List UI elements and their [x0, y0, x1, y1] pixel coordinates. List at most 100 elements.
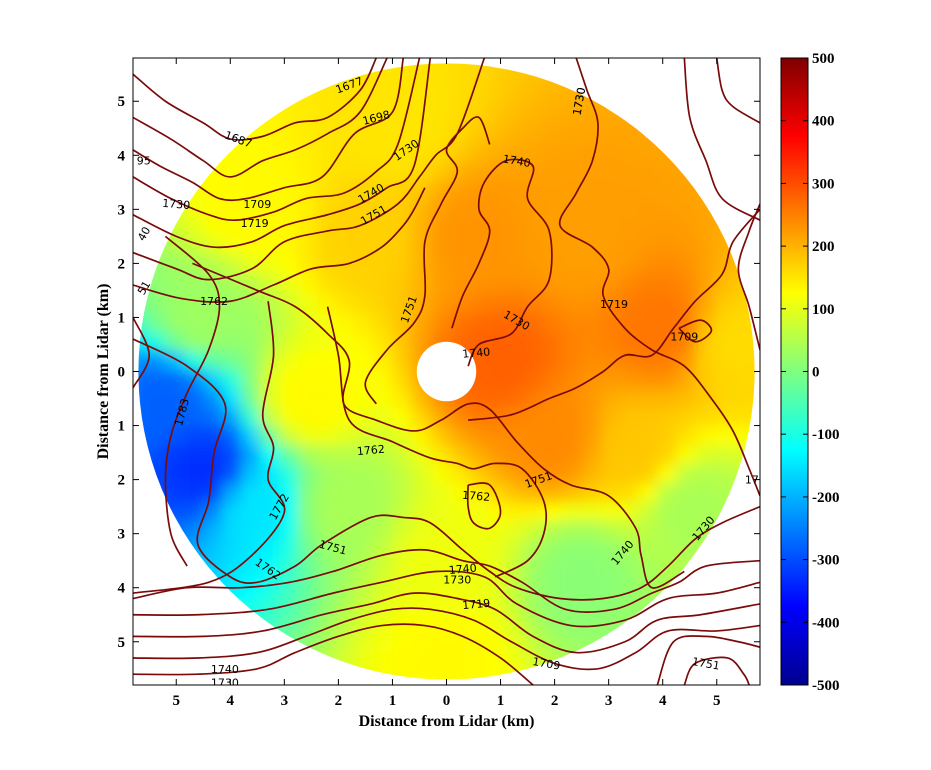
contour-line [468, 208, 760, 421]
field-cell [184, 387, 205, 408]
field-cell [600, 539, 621, 559]
field-cell [600, 557, 621, 578]
field-cell [468, 274, 489, 295]
field-cell [411, 330, 432, 351]
field-cell [411, 633, 432, 654]
field-cell [487, 539, 507, 559]
field-cell [695, 482, 716, 503]
field-cell [732, 330, 753, 351]
field-cell [562, 349, 583, 370]
field-cell [335, 217, 356, 238]
field-cell [297, 520, 318, 541]
contour-label: 1740 [448, 562, 477, 577]
contour-label: 1709 [670, 330, 698, 343]
field-cell [316, 179, 337, 200]
field-cell [184, 539, 205, 559]
field-cell [600, 293, 621, 314]
field-cell [430, 425, 451, 446]
contour-line [133, 58, 421, 222]
field-cell [600, 236, 621, 257]
field-cell [714, 539, 734, 559]
contour-line [133, 58, 378, 141]
field-cell [562, 520, 583, 541]
colorbar-tick-label: 400 [812, 114, 835, 130]
field-cell [222, 179, 243, 200]
field-cell [222, 368, 243, 389]
field-cell [392, 633, 413, 654]
field-cell [751, 368, 755, 389]
field-cell [278, 387, 299, 408]
field-cell [392, 349, 413, 370]
field-cell [411, 425, 432, 446]
field-cell [278, 444, 299, 465]
field-cell [468, 576, 489, 597]
field-cell [203, 463, 224, 484]
field-cell [600, 122, 621, 143]
field-cell [411, 671, 432, 680]
field-cell [165, 217, 186, 238]
contour-line [133, 317, 151, 389]
field-cell [505, 274, 526, 295]
field-cell [241, 349, 262, 370]
field-cell [581, 595, 602, 616]
field-cell [411, 463, 432, 484]
field-cell [297, 576, 318, 597]
field-cell [543, 85, 564, 105]
field-cell [260, 576, 280, 597]
field-cell [165, 368, 186, 389]
field-cell [411, 293, 432, 314]
x-tick-label: 5 [172, 693, 180, 709]
field-cell [543, 425, 564, 446]
field-cell [146, 293, 167, 314]
field-cell [543, 482, 564, 503]
field-cell [354, 160, 375, 181]
field-cell [676, 179, 697, 200]
field-cell [392, 539, 413, 559]
field-cell [600, 349, 621, 370]
field-cell [411, 63, 432, 68]
field-cell [354, 274, 375, 295]
field-cell [449, 198, 470, 219]
field-cell [638, 198, 659, 219]
contour-line [133, 58, 432, 249]
y-tick-label: 1 [118, 419, 126, 435]
field-cell [335, 576, 356, 597]
field-cell [468, 614, 489, 635]
field-cell [562, 387, 583, 408]
contour-label: 1740 [211, 663, 239, 676]
field-cell [562, 217, 583, 238]
field-cell [241, 539, 262, 559]
field-cell [222, 330, 243, 351]
field-cell [260, 463, 280, 484]
field-cell [297, 66, 318, 87]
field-cell [638, 482, 659, 503]
field-cell [260, 501, 280, 522]
field-cell [260, 312, 280, 332]
field-cell [676, 501, 697, 522]
field-cell [600, 425, 621, 446]
field-cell [222, 444, 243, 465]
field-cell [619, 293, 640, 314]
field-cell [297, 614, 318, 635]
field-cell [354, 122, 375, 143]
field-cell [373, 520, 394, 541]
field-cell [222, 198, 243, 219]
field-cell [638, 236, 659, 257]
field-cell [373, 444, 394, 465]
field-cell [600, 501, 621, 522]
field-cell [524, 482, 545, 503]
x-tick-label: 3 [281, 693, 289, 709]
field-cell [392, 444, 413, 465]
field-cell [335, 293, 356, 314]
field-cell [449, 141, 470, 162]
field-cell [222, 160, 243, 181]
field-cell [297, 293, 318, 314]
field-cell [354, 387, 375, 408]
field-cell [487, 66, 507, 87]
field-cell [260, 198, 280, 219]
field-cell [241, 425, 262, 446]
field-cell [430, 482, 451, 503]
field-cell [505, 349, 526, 370]
field-cell [676, 274, 697, 295]
field-cell [165, 312, 186, 332]
